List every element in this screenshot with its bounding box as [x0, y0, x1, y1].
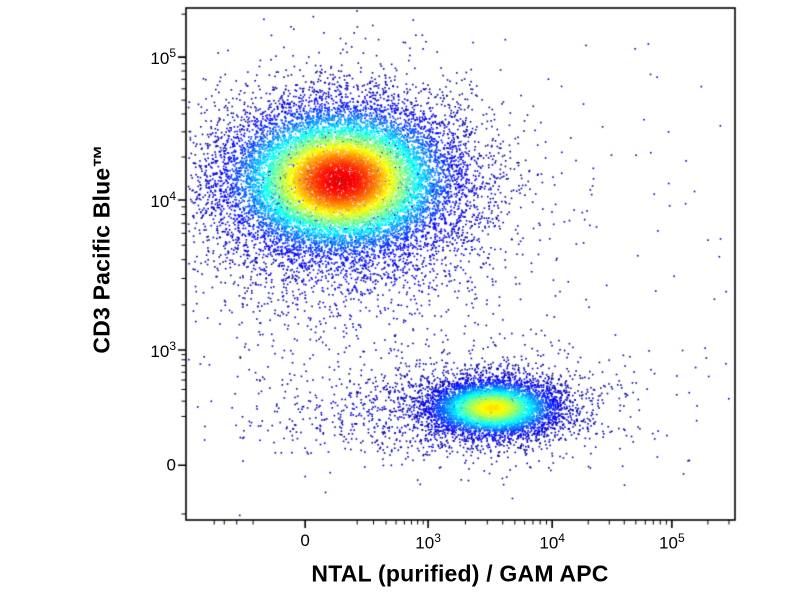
- x-axis-tick-label-1e4: 104: [539, 531, 565, 553]
- y-axis-tick-label-1e5: 105: [150, 46, 176, 68]
- y-axis-tick-label-1e4: 104: [150, 189, 176, 211]
- x-axis-tick-label-0: 0: [300, 531, 310, 550]
- y-axis-tick-label-1e3: 103: [150, 339, 176, 361]
- x-axis-tick-label-1e3: 103: [415, 531, 441, 553]
- x-axis-tick-label-1e5: 105: [659, 531, 685, 553]
- y-axis-title: CD3 Pacific Blue™: [88, 144, 115, 354]
- y-axis-tick-label-0: 0: [166, 455, 176, 475]
- x-axis-title: NTAL (purified) / GAM APC: [311, 560, 609, 587]
